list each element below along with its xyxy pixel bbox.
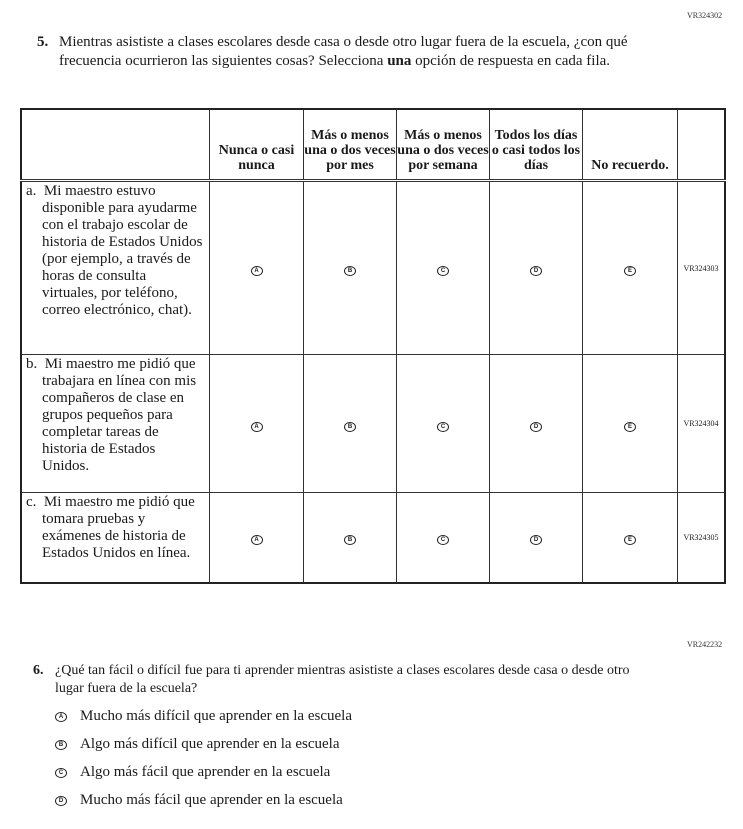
frequency-table: Nunca o casi nunca Más o menos una o dos… [20, 108, 726, 584]
row-code: VR324304 [677, 354, 726, 493]
table-row: c. Mi maestro me pidió que tomara prueba… [20, 492, 726, 583]
question-number: 6. [33, 663, 44, 678]
option-text: Algo más difícil que aprender en la escu… [80, 736, 340, 752]
answer-bubble-a[interactable]: A [250, 421, 263, 432]
answer-bubble-d[interactable]: D [530, 535, 542, 546]
answer-bubble-b[interactable]: B [344, 535, 356, 546]
answer-bubble-e[interactable]: E [624, 421, 636, 432]
answer-bubble-a[interactable]: A [250, 266, 263, 276]
answer-bubble-c[interactable]: C [437, 535, 449, 546]
answer-cell: C [396, 180, 490, 355]
answer-cell: B [303, 180, 397, 355]
answer-cell: D [489, 492, 583, 583]
table-row: b. Mi maestro me pidió que trabajara en … [20, 354, 726, 493]
question-6: 6. ¿Qué tan fácil o difícil fue para ti a… [33, 662, 635, 698]
table-row: a. Mi maestro estuvo disponible para ayu… [20, 180, 726, 355]
column-header: Más o menos una o dos veces por semana [396, 108, 490, 181]
answer-cell: C [396, 492, 490, 583]
answer-bubble-b[interactable]: B [344, 421, 356, 432]
item-code: VR242232 [687, 640, 723, 649]
answer-bubble[interactable]: B [55, 739, 67, 750]
question-text: Mientras asististe a clases escolares de… [59, 34, 628, 69]
column-header: No recuerdo. [582, 108, 678, 181]
answer-bubble-d[interactable]: D [530, 266, 542, 276]
answer-option[interactable]: D Mucho más fácil que aprender en la escu… [55, 792, 343, 809]
answer-bubble-e[interactable]: E [624, 535, 636, 546]
question-number: 5. [37, 34, 49, 50]
answer-cell: A [209, 180, 304, 355]
answer-cell: A [209, 354, 304, 493]
row-label: b. Mi maestro me pidió que trabajara en … [20, 354, 210, 493]
answer-cell: B [303, 492, 397, 583]
question-text-end: opción de respuesta en cada fila. [411, 53, 611, 69]
column-header: Más o menos una o dos veces por mes [303, 108, 397, 181]
answer-cell: C [396, 354, 490, 493]
row-label: c. Mi maestro me pidió que tomara prueba… [20, 492, 210, 583]
answer-bubble[interactable]: D [55, 795, 67, 806]
answer-cell: E [582, 492, 678, 583]
answer-cell: B [303, 354, 397, 493]
answer-option[interactable]: B Algo más difícil que aprender en la esc… [55, 736, 339, 753]
answer-option[interactable]: A Mucho más difícil que aprender en la es… [55, 708, 352, 725]
answer-cell: D [489, 180, 583, 355]
blank-header [20, 108, 210, 181]
option-text: Mucho más difícil que aprender en la esc… [80, 708, 352, 724]
column-header: Nunca o casi nunca [209, 108, 304, 181]
answer-bubble-d[interactable]: D [530, 421, 542, 432]
answer-option[interactable]: C Algo más fácil que aprender en la escue… [55, 764, 330, 781]
answer-bubble-b[interactable]: B [344, 266, 356, 276]
answer-bubble-e[interactable]: E [624, 266, 636, 276]
answer-cell: E [582, 180, 678, 355]
answer-bubble-c[interactable]: C [437, 266, 449, 276]
question-5: 5. Mientras asististe a clases escolares … [37, 33, 659, 71]
answer-bubble-c[interactable]: C [437, 421, 449, 432]
answer-bubble[interactable]: A [55, 711, 67, 722]
answer-cell: D [489, 354, 583, 493]
row-code: VR324303 [677, 180, 726, 355]
code-header [677, 108, 726, 181]
answer-bubble[interactable]: C [55, 767, 67, 778]
item-code: VR324302 [687, 11, 723, 20]
question-text: ¿Qué tan fácil o difícil fue para ti apr… [55, 663, 630, 696]
row-code: VR324305 [677, 492, 726, 583]
answer-cell: E [582, 354, 678, 493]
answer-bubble-a[interactable]: A [250, 535, 263, 546]
answer-cell: A [209, 492, 304, 583]
row-label: a. Mi maestro estuvo disponible para ayu… [20, 180, 210, 355]
option-text: Algo más fácil que aprender en la escuel… [80, 764, 331, 780]
option-text: Mucho más fácil que aprender en la escue… [80, 792, 343, 808]
column-header: Todos los días o casi todos los días [489, 108, 583, 181]
question-emphasis: una [387, 53, 412, 69]
